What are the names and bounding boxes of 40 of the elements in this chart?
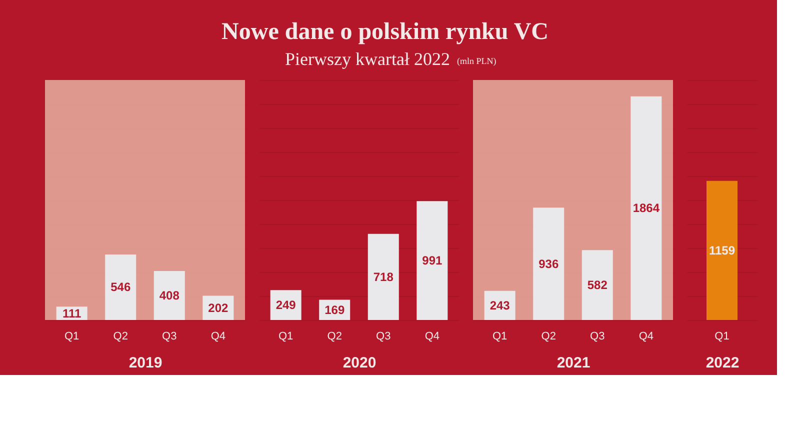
x-tick-label: Q1 <box>492 330 508 342</box>
bar <box>154 271 185 320</box>
data-label: 408 <box>159 288 180 303</box>
x-tick-label: Q1 <box>714 330 730 342</box>
text: Nowe dane o polskim rynku VC <box>222 19 548 45</box>
x-axis-title: 2021 <box>556 354 590 372</box>
bar <box>533 208 564 320</box>
data-label: 546 <box>110 280 131 294</box>
x-tick-label: Q2 <box>541 330 556 342</box>
data-label: 1159 <box>708 243 736 258</box>
x-tick-label: Q2 <box>113 330 128 342</box>
bar <box>368 234 399 320</box>
data-label: 1864 <box>632 201 660 216</box>
x-axis-title: 2020 <box>342 354 376 372</box>
x-axis-title: 2022 <box>706 354 740 372</box>
x-tick-label: Q3 <box>162 330 177 342</box>
text: Pierwszy kwartał 2022 <box>285 49 450 69</box>
data-label: 169 <box>324 302 345 317</box>
data-label: 249 <box>276 298 296 312</box>
bar <box>630 96 662 320</box>
x-tick-label: Q1 <box>278 330 294 342</box>
x-tick-label: Q2 <box>327 330 342 342</box>
text: (mln PLN) <box>457 56 496 66</box>
x-tick-label: Q1 <box>64 330 80 342</box>
data-label: 111 <box>62 306 82 320</box>
data-label: 991 <box>422 254 443 268</box>
x-tick-label: Q3 <box>590 330 605 342</box>
data-label: 718 <box>373 270 394 284</box>
x-tick-label: Q4 <box>638 330 654 342</box>
x-tick-label: Q4 <box>210 330 226 342</box>
x-axis-title: 2019 <box>128 354 162 372</box>
data-label: 582 <box>587 278 608 292</box>
data-label: 936 <box>538 256 559 271</box>
bar <box>416 201 448 320</box>
bar <box>582 250 613 320</box>
x-tick-label: Q4 <box>424 330 440 342</box>
x-tick-label: Q3 <box>376 330 391 342</box>
data-label: 243 <box>490 298 510 312</box>
bar <box>105 254 136 320</box>
data-label: 202 <box>208 300 229 315</box>
